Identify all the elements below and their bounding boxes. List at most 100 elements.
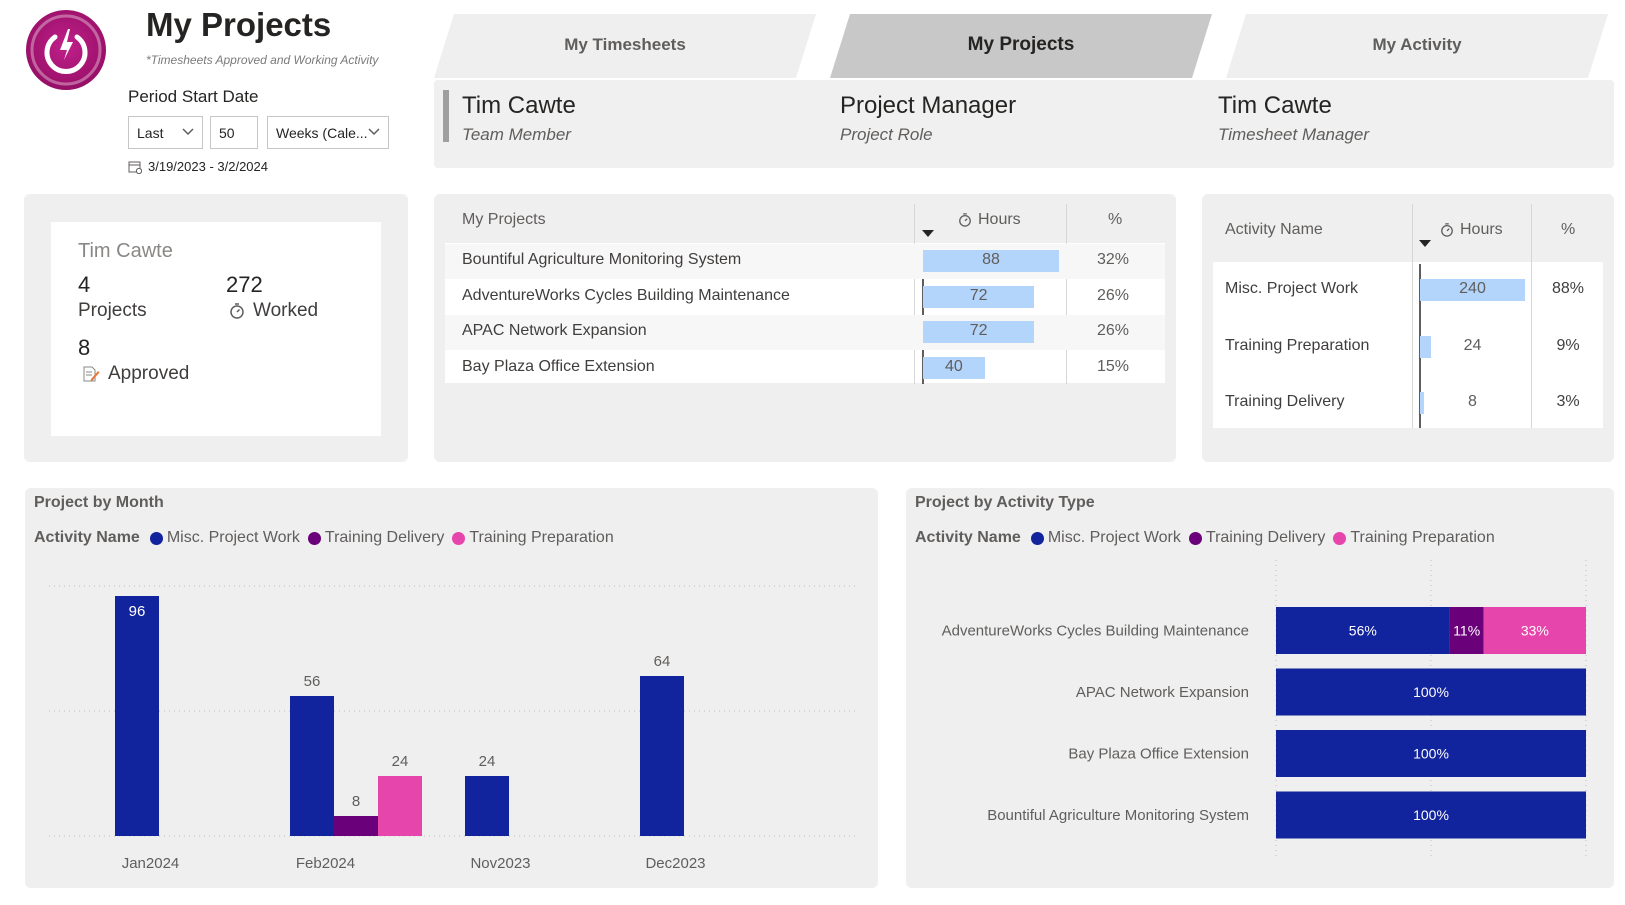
tab-label: My Projects xyxy=(967,34,1075,55)
hours-bar xyxy=(923,356,985,379)
project-name-cell[interactable]: AdventureWorks Cycles Building Maintenan… xyxy=(462,286,790,304)
legend-label: Misc. Project Work xyxy=(166,529,300,546)
tab-shape xyxy=(1226,14,1608,78)
data-label: 100% xyxy=(1413,746,1449,762)
projects-header-hours[interactable]: Hours xyxy=(958,211,1021,229)
stopwatch-icon xyxy=(959,213,971,227)
activity-header-pct-label: % xyxy=(1561,221,1576,238)
activity-header-name[interactable]: Activity Name xyxy=(1225,221,1323,239)
pct-value: 15% xyxy=(1096,357,1130,375)
hours-bar xyxy=(1420,335,1431,358)
period-number-input[interactable]: 50 xyxy=(210,116,258,149)
project-by-activity-chart: AdventureWorks Cycles Building Maintenan… xyxy=(942,560,1587,860)
legend-item-preparation[interactable]: Training Preparation xyxy=(1333,529,1495,547)
x-tick-label: Nov2023 xyxy=(470,855,530,872)
y-tick-label: Bountiful Agriculture Monitoring System xyxy=(987,807,1249,824)
legend-item-delivery[interactable]: Training Delivery xyxy=(307,529,445,547)
projects-header-hours-label: Hours xyxy=(978,211,1021,228)
column-bar xyxy=(290,696,334,836)
tab-shape xyxy=(830,14,1212,78)
chevron-down-icon xyxy=(182,128,194,136)
bar-axis xyxy=(922,244,924,384)
team-member-label: Team Member xyxy=(462,125,571,144)
project-role-value: Project Manager xyxy=(840,92,1017,119)
project-by-month-legend: Activity Name Misc. Project Work Trainin… xyxy=(34,529,622,547)
column-divider xyxy=(914,204,915,384)
user-info-band xyxy=(434,80,1614,168)
info-accent-bar xyxy=(443,90,449,142)
project-name-cell[interactable]: Bay Plaza Office Extension xyxy=(462,357,655,375)
hours-bar xyxy=(923,250,1059,272)
column-divider xyxy=(1412,204,1413,428)
period-start-date-label: Period Start Date xyxy=(128,87,259,106)
tab-shape xyxy=(434,14,816,78)
summary-card xyxy=(51,222,381,436)
legend-label: Training Preparation xyxy=(469,529,614,546)
worked-hours: 272 xyxy=(226,272,263,297)
data-label: 64 xyxy=(654,653,671,670)
period-unit-value: Weeks (Cale... xyxy=(276,124,368,141)
table-row-bg xyxy=(445,315,1165,350)
activity-header-hours[interactable]: Hours xyxy=(1440,221,1503,239)
stacked-bar-segment xyxy=(1276,607,1450,654)
relative-period-dropdown[interactable]: Last xyxy=(128,116,203,149)
legend-label: Training Delivery xyxy=(324,529,445,546)
legend-label: Training Preparation xyxy=(1350,529,1495,546)
x-tick-label: Jan2024 xyxy=(122,855,180,872)
period-unit-dropdown[interactable]: Weeks (Cale... xyxy=(267,116,389,149)
legend-item-misc[interactable]: Misc. Project Work xyxy=(1030,529,1181,547)
column-divider xyxy=(1066,204,1067,384)
activity-name-cell[interactable]: Misc. Project Work xyxy=(1225,280,1359,297)
data-label: 11% xyxy=(1453,623,1480,639)
data-label: 8 xyxy=(352,793,360,810)
data-label: 56% xyxy=(1349,623,1377,639)
approved-count: 8 xyxy=(78,335,91,360)
legend-item-preparation[interactable]: Training Preparation xyxy=(452,529,614,547)
projects-header-name[interactable]: My Projects xyxy=(462,211,546,229)
power-icon xyxy=(30,14,102,86)
project-name-cell[interactable]: Bountiful Agriculture Monitoring System xyxy=(462,251,742,268)
x-tick-label: Dec2023 xyxy=(645,855,705,872)
legend-item-delivery[interactable]: Training Delivery xyxy=(1188,529,1326,547)
tab-my-timesheets[interactable]: My Timesheets xyxy=(434,14,816,78)
tab-label: My Activity xyxy=(1372,35,1462,54)
project-role-label: Project Role xyxy=(840,125,933,144)
sort-desc-icon[interactable] xyxy=(1419,240,1431,248)
pct-value: 3% xyxy=(1556,393,1580,410)
column-bar xyxy=(640,676,684,836)
activity-header-hours-label: Hours xyxy=(1460,221,1503,238)
activity-header-pct[interactable]: % xyxy=(1561,221,1575,239)
page-title: My Projects xyxy=(146,6,332,43)
legend-dot xyxy=(307,531,321,545)
tab-my-projects[interactable]: My Projects xyxy=(830,14,1212,78)
data-label: 100% xyxy=(1413,684,1449,700)
projects-header-pct[interactable]: % xyxy=(1108,211,1122,229)
pct-value: 88% xyxy=(1551,280,1585,297)
stacked-bar-segment xyxy=(1449,607,1484,654)
hours-value: 72 xyxy=(969,286,988,304)
projects-header-pct-label: % xyxy=(1108,211,1123,228)
project-name-cell[interactable]: APAC Network Expansion xyxy=(462,322,647,339)
activity-name-cell[interactable]: Training Delivery xyxy=(1225,393,1345,410)
page-subtitle: *Timesheets Approved and Working Activit… xyxy=(146,53,379,67)
worked-label: Worked xyxy=(253,300,319,321)
activity-header-name-label: Activity Name xyxy=(1225,221,1323,238)
data-label: 100% xyxy=(1413,807,1449,823)
column-bar xyxy=(115,596,159,836)
legend-item-misc[interactable]: Misc. Project Work xyxy=(149,529,300,547)
activity-name-cell[interactable]: Training Preparation xyxy=(1225,336,1370,354)
stopwatch-icon xyxy=(230,303,244,319)
project-by-activity-title: Project by Activity Type xyxy=(915,494,1095,511)
sort-desc-icon[interactable] xyxy=(922,230,934,238)
hours-value: 88 xyxy=(982,251,1000,268)
app-logo xyxy=(26,10,106,90)
tab-label: My Timesheets xyxy=(564,35,686,54)
legend-label: Training Delivery xyxy=(1205,529,1326,546)
y-tick-label: APAC Network Expansion xyxy=(1076,684,1249,701)
stacked-bar-segment xyxy=(1483,607,1586,654)
hours-value: 24 xyxy=(1463,336,1482,354)
timesheet-manager-label: Timesheet Manager xyxy=(1218,125,1370,144)
pct-value: 26% xyxy=(1096,286,1130,304)
data-label: 33% xyxy=(1521,623,1549,639)
tab-my-activity[interactable]: My Activity xyxy=(1226,14,1608,78)
